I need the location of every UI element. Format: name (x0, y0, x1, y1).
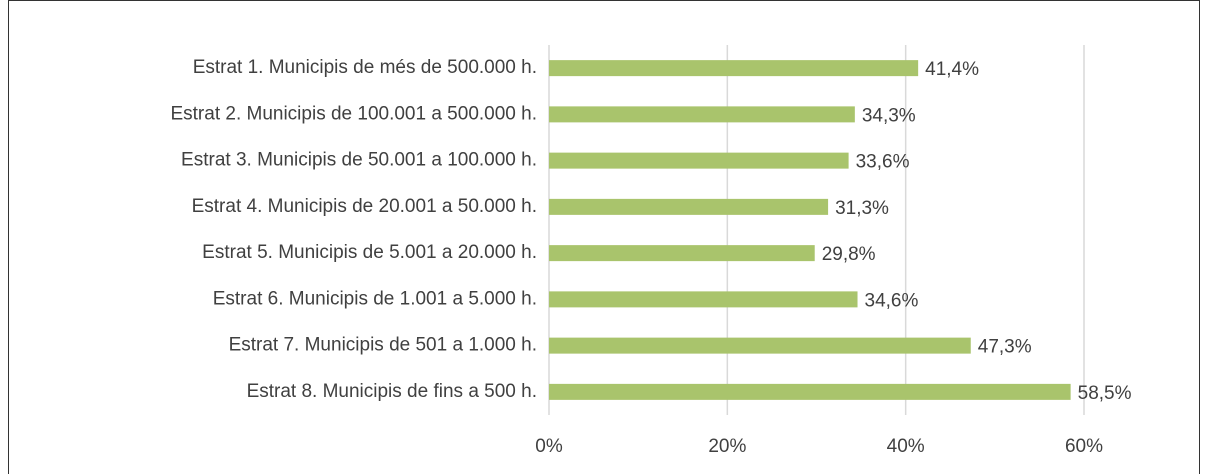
y-tick-label: Estrat 6. Municipis de 1.001 a 5.000 h. (213, 288, 537, 309)
x-tick-label: 60% (1065, 436, 1103, 457)
bar (549, 291, 858, 308)
x-tick-label: 20% (708, 436, 746, 457)
y-tick-label: Estrat 3. Municipis de 50.001 a 100.000 … (181, 150, 537, 171)
bar (549, 337, 971, 354)
value-label: 34,6% (865, 290, 919, 311)
bar (549, 152, 849, 169)
y-tick-label: Estrat 7. Municipis de 501 a 1.000 h. (229, 335, 537, 356)
value-label: 29,8% (822, 244, 876, 265)
value-label: 31,3% (835, 198, 889, 219)
y-tick-label: Estrat 1. Municipis de més de 500.000 h. (193, 57, 537, 78)
y-tick-label: Estrat 4. Municipis de 20.001 a 50.000 h… (192, 196, 537, 217)
x-tick-label: 40% (887, 436, 925, 457)
bar (549, 245, 815, 262)
y-tick-label: Estrat 8. Municipis de fins a 500 h. (247, 381, 537, 402)
y-tick-label: Estrat 5. Municipis de 5.001 a 20.000 h. (202, 242, 537, 263)
x-tick-label: 0% (535, 436, 563, 457)
bar (549, 198, 829, 215)
value-label: 41,4% (925, 59, 979, 80)
value-label: 34,3% (862, 105, 916, 126)
chart-frame (8, 0, 1200, 474)
bar (549, 60, 919, 77)
bar (549, 106, 855, 123)
value-label: 47,3% (978, 337, 1032, 358)
value-label: 33,6% (856, 152, 910, 173)
bar (549, 383, 1071, 400)
y-tick-label: Estrat 2. Municipis de 100.001 a 500.000… (170, 103, 537, 124)
value-label: 58,5% (1078, 383, 1132, 404)
